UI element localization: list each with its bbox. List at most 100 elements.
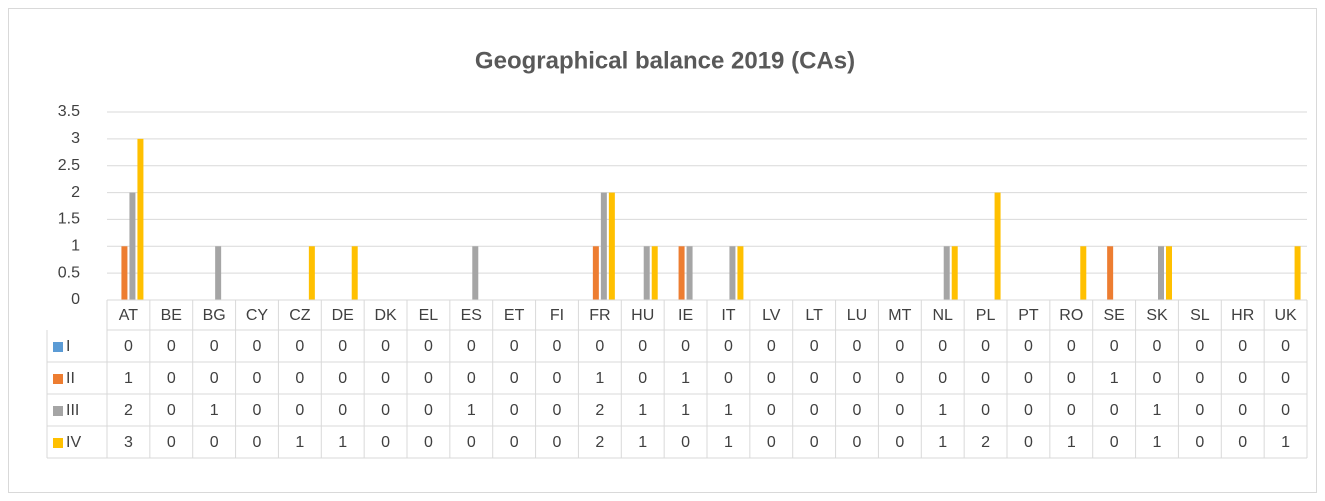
table-value: 0 — [295, 338, 304, 355]
bar — [129, 192, 136, 300]
table-value: 0 — [381, 370, 390, 387]
table-value: 0 — [853, 338, 862, 355]
table-value: 0 — [381, 338, 390, 355]
table-value: 0 — [810, 434, 819, 451]
table-value: 0 — [253, 370, 262, 387]
table-value: 0 — [1195, 402, 1204, 419]
x-tick-label: LT — [805, 307, 823, 324]
bar — [1158, 246, 1164, 300]
table-value: 1 — [595, 370, 604, 387]
legend-swatch — [53, 406, 63, 416]
table-value: 0 — [1110, 338, 1119, 355]
table-value: 0 — [895, 402, 904, 419]
table-value: 2 — [981, 434, 990, 451]
bar — [678, 246, 685, 300]
x-tick-label: HU — [631, 307, 654, 324]
table-value: 0 — [510, 338, 519, 355]
table-value: 0 — [1067, 338, 1076, 355]
x-tick-label: NL — [932, 307, 953, 324]
table-value: 0 — [167, 402, 176, 419]
table-value: 0 — [1110, 402, 1119, 419]
y-tick-label: 3.5 — [58, 103, 80, 120]
table-value: 0 — [1110, 434, 1119, 451]
table-value: 0 — [767, 434, 776, 451]
table-value: 0 — [1238, 434, 1247, 451]
table-value: 0 — [981, 338, 990, 355]
table-value: 1 — [124, 370, 133, 387]
x-tick-label: SL — [1190, 307, 1210, 324]
bar — [308, 246, 315, 300]
y-tick-label: 1 — [71, 238, 80, 255]
table-value: 0 — [810, 402, 819, 419]
table-value: 0 — [1281, 370, 1290, 387]
table-value: 0 — [338, 338, 347, 355]
table-value: 0 — [638, 370, 647, 387]
x-tick-label: DE — [332, 307, 354, 324]
table-value: 0 — [1238, 402, 1247, 419]
table-value: 0 — [895, 338, 904, 355]
table-value: 0 — [1024, 370, 1033, 387]
bar — [351, 246, 358, 300]
table-value: 1 — [295, 434, 304, 451]
chart-border — [8, 8, 1317, 493]
x-tick-label: ET — [504, 307, 525, 324]
table-value: 1 — [1067, 434, 1076, 451]
table-value: 0 — [1195, 338, 1204, 355]
table-value: 1 — [938, 402, 947, 419]
table-value: 0 — [467, 370, 476, 387]
table-value: 0 — [810, 338, 819, 355]
table-value: 0 — [724, 370, 733, 387]
table-value: 0 — [1067, 370, 1076, 387]
x-tick-label: UK — [1274, 307, 1297, 324]
table-value: 0 — [595, 338, 604, 355]
table-value: 0 — [253, 338, 262, 355]
table-value: 0 — [553, 370, 562, 387]
bar — [994, 192, 1001, 300]
y-tick-label: 1.5 — [58, 211, 80, 228]
legend-swatch — [53, 374, 63, 384]
x-tick-label: AT — [119, 307, 138, 324]
table-value: 0 — [1153, 338, 1162, 355]
table-value: 1 — [681, 370, 690, 387]
y-tick-label: 0.5 — [58, 264, 80, 281]
x-tick-label: MT — [888, 307, 911, 324]
x-tick-label: PL — [976, 307, 996, 324]
chart-title: Geographical balance 2019 (CAs) — [475, 47, 855, 74]
bar — [1107, 246, 1114, 300]
x-tick-label: SE — [1103, 307, 1124, 324]
table-value: 2 — [595, 402, 604, 419]
legend-swatch — [53, 438, 63, 448]
bar — [651, 246, 658, 300]
table-value: 0 — [167, 434, 176, 451]
x-tick-label: HR — [1231, 307, 1254, 324]
table-value: 0 — [981, 370, 990, 387]
x-tick-label: PT — [1018, 307, 1039, 324]
x-tick-label: DK — [374, 307, 397, 324]
y-tick-label: 2.5 — [58, 157, 80, 174]
table-value: 1 — [1153, 402, 1162, 419]
x-tick-label: FR — [589, 307, 610, 324]
table-value: 1 — [724, 402, 733, 419]
x-tick-label: IT — [721, 307, 735, 324]
table-value: 0 — [167, 338, 176, 355]
bar — [121, 246, 128, 300]
table-value: 0 — [1281, 338, 1290, 355]
y-tick-label: 0 — [71, 291, 80, 308]
table-value: 0 — [338, 370, 347, 387]
x-tick-label: RO — [1059, 307, 1083, 324]
table-value: 0 — [467, 434, 476, 451]
x-tick-label: IE — [678, 307, 693, 324]
table-value: 0 — [381, 434, 390, 451]
table-value: 0 — [1024, 434, 1033, 451]
table-value: 0 — [981, 402, 990, 419]
bar — [943, 246, 950, 300]
table-value: 0 — [295, 402, 304, 419]
table-value: 0 — [424, 434, 433, 451]
table-value: 0 — [938, 370, 947, 387]
legend-label: I — [66, 338, 70, 355]
bar — [643, 246, 650, 300]
legend-swatch — [53, 342, 63, 352]
table-value: 0 — [895, 434, 904, 451]
table-value: 0 — [1195, 434, 1204, 451]
